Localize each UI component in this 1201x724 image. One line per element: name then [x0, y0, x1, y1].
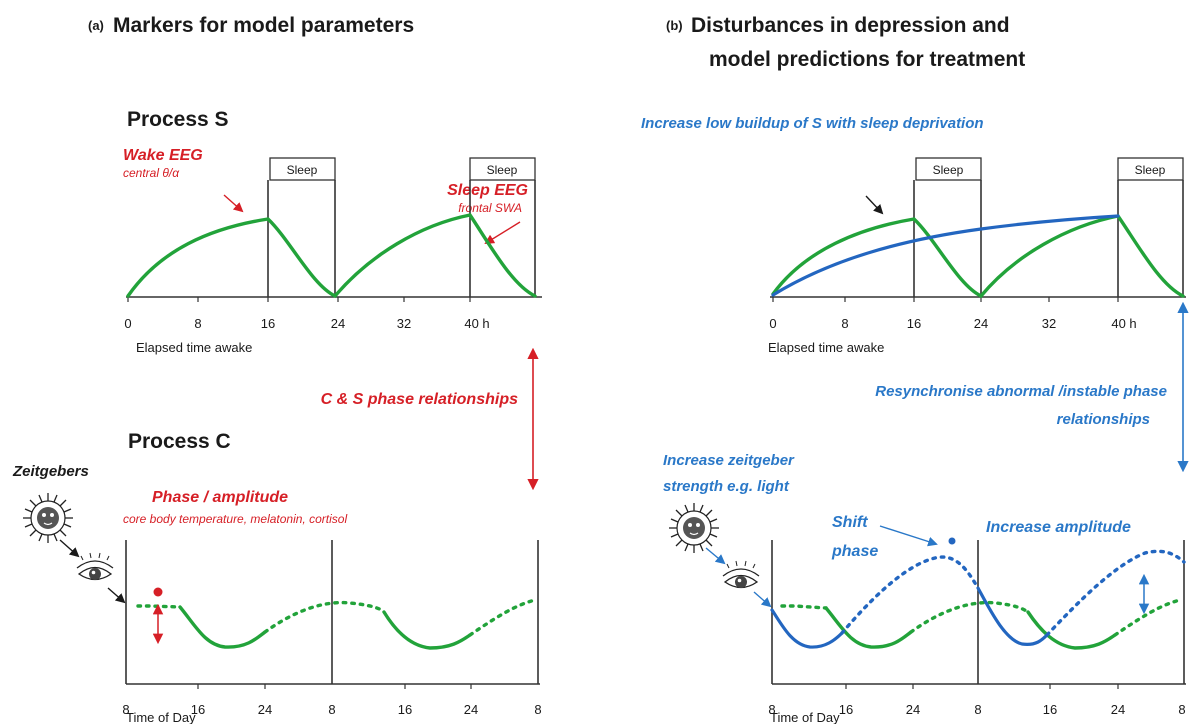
s-axis-label: Elapsed time awake: [136, 340, 252, 355]
cs-phase-label: C & S phase relationships: [321, 391, 518, 408]
sleep-label: Sleep: [1135, 163, 1166, 177]
c-tick: 16: [839, 702, 853, 717]
process-s-chart-b: Sleep Sleep: [770, 157, 1186, 302]
shifted-phase-dot: [948, 537, 956, 545]
sleep-eeg-sub: frontal SWA: [458, 201, 522, 215]
sun-arrow-b: [705, 547, 726, 565]
s-tick: 40 h: [464, 316, 489, 331]
resync-label-line2: relationships: [1057, 411, 1150, 428]
process-c-curve: [909, 600, 1030, 634]
process-c-curve: [136, 604, 182, 609]
increase-buildup-label: Increase low buildup of S with sleep dep…: [641, 115, 984, 132]
sleep-eeg-arrow: [484, 221, 521, 245]
sun-arrow: [59, 539, 80, 558]
c-tick: 24: [464, 702, 478, 717]
eye-arrow-b: [753, 591, 772, 608]
c-axis-label: Time of Day: [770, 710, 840, 724]
sleep-label: Sleep: [933, 163, 964, 177]
panel-b-tag: (b): [666, 18, 683, 33]
wake-eeg-sub: central θ/α: [123, 166, 180, 180]
process-c-curve: [263, 600, 386, 634]
process-c-curve: [824, 606, 913, 649]
c-tick: 24: [906, 702, 920, 717]
process-c-curve: [1113, 598, 1182, 637]
panel-b-title-line2: model predictions for treatment: [709, 48, 1025, 71]
wake-eeg-label: Wake EEG: [123, 147, 203, 164]
process-c-chart-b: [770, 537, 1186, 689]
sun-face-icon: [22, 492, 74, 544]
sleep-box: [915, 157, 982, 181]
c-tick: 16: [398, 702, 412, 717]
sleep-deprivation-curve: [771, 214, 1120, 297]
s-tick: 8: [194, 316, 201, 331]
process-s-curve: [771, 214, 1185, 299]
sleep-box: [269, 157, 336, 181]
s-tick: 24: [974, 316, 988, 331]
c-axis-label: Time of Day: [126, 710, 196, 724]
process-c-curve: [468, 598, 537, 637]
zeitgebers-label: Zeitgebers: [12, 463, 89, 480]
sleep-label: Sleep: [287, 163, 318, 177]
panel-a-tag: (a): [88, 18, 104, 33]
process-c-curve: [178, 605, 267, 649]
s-axis-label: Elapsed time awake: [768, 340, 884, 355]
c-tick: 8: [534, 702, 541, 717]
c-tick: 8: [1178, 702, 1185, 717]
sleep-label: Sleep: [487, 163, 518, 177]
c-tick: 16: [191, 702, 205, 717]
resync-label-line1: Resynchronise abnormal /instable phase: [875, 383, 1167, 400]
eye-arrow: [107, 587, 126, 604]
s-tick: 16: [907, 316, 921, 331]
treated-rhythm-curve: [840, 555, 980, 635]
s-tick: 0: [124, 316, 131, 331]
c-tick: 8: [974, 702, 981, 717]
process-s-heading: Process S: [127, 108, 229, 131]
eye-icon: [76, 552, 114, 581]
c-tick: 8: [122, 702, 129, 717]
s-tick: 32: [1042, 316, 1056, 331]
treated-rhythm-curve: [1045, 549, 1186, 637]
process-s-chart-a: Sleep Sleep: [126, 157, 542, 302]
sleep-box: [469, 157, 536, 181]
shift-phase-label-line2: phase: [831, 543, 878, 560]
c-tick: 16: [1043, 702, 1057, 717]
eye-icon: [722, 560, 760, 589]
process-c-chart-a: [125, 540, 540, 689]
phase-marker-dot: [153, 587, 163, 597]
c-tick: 8: [328, 702, 335, 717]
c-tick: 24: [1111, 702, 1125, 717]
phase-amp-label: Phase / amplitude: [152, 489, 288, 506]
s-tick: 8: [841, 316, 848, 331]
process-c-curve: [780, 604, 828, 610]
wake-eeg-arrow: [223, 194, 244, 213]
sleep-eeg-label: Sleep EEG: [447, 182, 528, 199]
s-tick: 16: [261, 316, 275, 331]
s-tick: 24: [331, 316, 345, 331]
buildup-arrow: [865, 195, 884, 215]
sun-face-icon: [668, 502, 720, 554]
process-c-curve: [1026, 610, 1117, 650]
c-tick: 24: [258, 702, 272, 717]
panel-a-title: Markers for model parameters: [113, 14, 414, 37]
panel-b-title-line1: Disturbances in depression and: [691, 14, 1010, 37]
phase-amp-sub: core body temperature, melatonin, cortis…: [123, 512, 347, 526]
process-s-curve: [126, 213, 537, 299]
shift-phase-label-line1: Shift: [832, 514, 868, 531]
treated-rhythm-curve: [770, 608, 844, 649]
s-tick: 40 h: [1111, 316, 1136, 331]
s-tick: 0: [769, 316, 776, 331]
s-tick: 32: [397, 316, 411, 331]
zeitgeber-label-line1: Increase zeitgeber: [663, 452, 795, 469]
process-c-heading: Process C: [128, 430, 231, 453]
c-tick: 8: [768, 702, 775, 717]
zeitgeber-label-line2: strength e.g. light: [663, 478, 790, 495]
shift-phase-arrow: [879, 525, 938, 547]
process-c-curve: [382, 610, 472, 650]
increase-amplitude-label: Increase amplitude: [986, 519, 1131, 536]
sleep-box: [1117, 157, 1184, 181]
treated-rhythm-curve: [976, 586, 1049, 646]
